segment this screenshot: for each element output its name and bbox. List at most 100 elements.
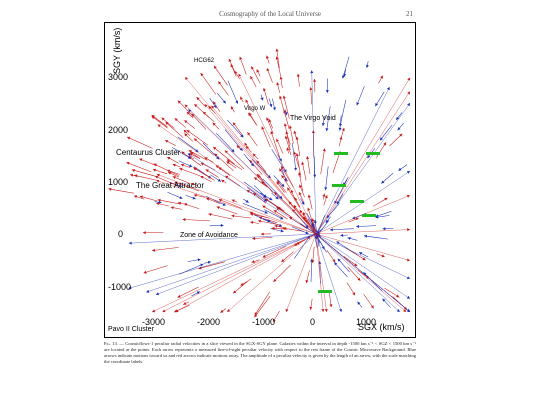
velocity-arrow [181, 151, 202, 167]
velocity-arrowhead [295, 136, 299, 140]
velocity-arrowhead [157, 198, 161, 202]
velocity-arrow [276, 206, 292, 218]
velocity-arrowhead [269, 197, 273, 201]
velocity-arrowhead [240, 134, 244, 138]
velocity-arrowhead [284, 135, 288, 139]
velocity-arrowhead [266, 68, 270, 72]
green-marker [332, 184, 346, 187]
velocity-arrowhead [262, 205, 266, 209]
velocity-arrow [337, 258, 350, 273]
velocity-arrowhead [279, 76, 283, 80]
velocity-arrow [126, 136, 153, 149]
velocity-arrowhead [384, 197, 388, 201]
velocity-arrowhead [217, 178, 221, 182]
velocity-arrowhead [250, 76, 253, 80]
velocity-arrowhead [181, 151, 185, 155]
velocity-arrow [251, 66, 261, 84]
velocity-arrow [301, 161, 307, 181]
velocity-arrowhead [170, 206, 174, 210]
velocity-arrowhead [299, 209, 303, 214]
velocity-arrow [156, 180, 317, 235]
velocity-arrowhead [190, 182, 194, 186]
velocity-arrowhead [261, 126, 265, 130]
velocity-arrowhead [200, 73, 204, 77]
velocity-arrowhead [216, 206, 220, 210]
y-tick-0: 0 [118, 229, 123, 239]
velocity-arrowhead [139, 195, 143, 199]
velocity-arrow [184, 76, 317, 235]
velocity-arrow [257, 220, 280, 226]
velocity-arrow [146, 233, 317, 293]
velocity-arrowhead [172, 163, 176, 167]
velocity-arrow [271, 149, 287, 173]
velocity-arrow [152, 233, 317, 313]
velocity-arrowhead [213, 65, 217, 69]
velocity-arrowhead [380, 75, 383, 79]
velocity-arrowhead [406, 194, 410, 198]
velocity-arrow [175, 233, 317, 313]
velocity-arrows [108, 48, 411, 323]
velocity-arrowhead [283, 123, 287, 127]
velocity-arrowhead [383, 142, 387, 146]
velocity-arrowhead [293, 151, 297, 155]
velocity-arrowhead [260, 232, 264, 236]
velocity-arrowhead [213, 104, 217, 109]
velocity-arrowhead [364, 234, 367, 238]
velocity-arrowhead [284, 178, 287, 182]
velocity-arrowhead [313, 79, 317, 82]
velocity-arrow [156, 174, 317, 235]
velocity-arrow [376, 142, 387, 158]
velocity-arrowhead [280, 229, 284, 233]
velocity-arrow [252, 237, 273, 239]
velocity-arrowhead [287, 187, 291, 191]
velocity-arrow [143, 265, 168, 274]
velocity-arrowhead [152, 168, 156, 172]
velocity-arrowhead [256, 160, 260, 164]
velocity-arrowhead [193, 167, 197, 171]
velocity-arrowhead [244, 142, 248, 146]
velocity-arrow [262, 205, 284, 219]
velocity-arrowhead [213, 146, 217, 150]
velocity-arrow [310, 87, 312, 105]
velocity-arrowhead [246, 145, 249, 149]
velocity-arrow [224, 129, 243, 152]
velocity-arrowhead [180, 163, 185, 167]
velocity-arrow [191, 113, 207, 130]
velocity-arrow [226, 159, 243, 170]
velocity-arrowhead [251, 260, 255, 263]
velocity-arrowhead [341, 127, 345, 131]
velocity-arrowhead [197, 258, 201, 262]
velocity-arrow [153, 163, 179, 176]
velocity-arrowhead [311, 218, 315, 222]
velocity-arrowhead [356, 224, 360, 228]
velocity-arrowhead [222, 202, 226, 206]
velocity-arrowhead [155, 292, 160, 296]
velocity-arrowhead [240, 96, 243, 100]
velocity-arrowhead [272, 107, 276, 111]
velocity-arrow [218, 199, 242, 209]
velocity-arrowhead [260, 97, 264, 101]
velocity-arrow [139, 195, 158, 202]
velocity-arrow [296, 153, 302, 178]
velocity-arrowhead [161, 117, 165, 121]
velocity-arrowhead [165, 140, 169, 143]
velocity-arrow [177, 100, 194, 117]
velocity-arrowhead [245, 99, 249, 103]
page-number: 21 [406, 10, 413, 18]
velocity-arrowhead [193, 194, 197, 197]
velocity-arrow [157, 124, 317, 235]
velocity-arrow [298, 172, 303, 192]
velocity-arrowhead [273, 210, 277, 213]
label-centaurus-cluster: Centaurus Cluster [116, 148, 181, 157]
velocity-arrow [315, 91, 411, 235]
velocity-arrowhead [194, 138, 198, 142]
velocity-arrowhead [285, 308, 289, 312]
velocity-arrow [285, 233, 317, 313]
velocity-arrowhead [334, 200, 338, 204]
velocity-arrowhead [220, 309, 224, 313]
velocity-arrowhead [262, 254, 266, 258]
velocity-arrowhead [380, 137, 383, 141]
velocity-arrowhead [185, 77, 188, 81]
velocity-arrowhead [231, 214, 235, 218]
